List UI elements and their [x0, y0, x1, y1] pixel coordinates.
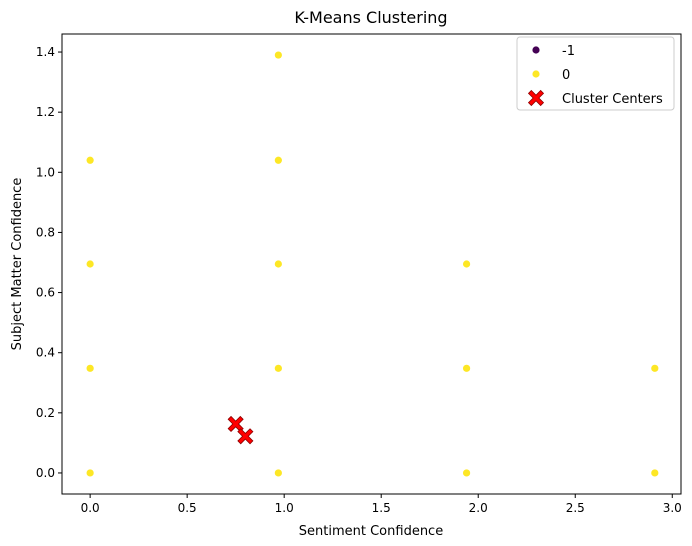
data-point — [274, 469, 282, 477]
legend-label: 0 — [562, 68, 570, 83]
data-point — [651, 469, 659, 477]
x-tick-label: 1.0 — [275, 501, 294, 515]
legend-marker — [532, 70, 540, 78]
legend-marker-cluster-centers — [527, 89, 545, 107]
x-tick-label: 3.0 — [663, 501, 682, 515]
x-tick-label: 0.0 — [81, 501, 100, 515]
legend-marker — [532, 46, 540, 54]
data-marks — [86, 51, 659, 477]
y-axis-label: Subject Matter Confidence — [10, 178, 25, 351]
y-axis-ticks: 0.0 0.2 0.4 0.6 0.8 1.0 1.2 1.4 — [36, 45, 62, 480]
x-axis-label: Sentiment Confidence — [299, 524, 443, 539]
y-tick-label: 1.4 — [36, 45, 55, 59]
y-tick-label: 1.2 — [36, 105, 55, 119]
data-point — [274, 51, 282, 59]
data-point — [86, 260, 94, 268]
y-tick-label: 0.8 — [36, 225, 55, 239]
data-point — [274, 156, 282, 164]
cluster-center-marker — [237, 428, 254, 445]
data-point — [462, 364, 471, 372]
x-axis-ticks: 0.0 0.5 1.0 1.5 2.0 2.5 3.0 — [81, 494, 682, 515]
legend-box — [516, 36, 675, 111]
data-point — [274, 364, 282, 372]
y-tick-label: 1.0 — [36, 165, 55, 179]
x-tick-label: 0.5 — [178, 501, 197, 515]
data-point — [86, 469, 94, 477]
y-tick-label: 0.4 — [36, 346, 55, 360]
data-point — [651, 364, 659, 372]
y-tick-label: 0.2 — [36, 406, 55, 420]
legend-label: Cluster Centers — [562, 92, 663, 107]
legend: -1 0 Cluster Centers — [516, 36, 675, 111]
data-point — [462, 469, 471, 477]
data-point — [86, 364, 94, 372]
data-point — [86, 156, 94, 164]
x-tick-label: 2.0 — [469, 501, 488, 515]
data-point — [462, 260, 471, 268]
x-tick-label: 1.5 — [372, 501, 391, 515]
y-tick-label: 0.0 — [36, 466, 55, 480]
legend-label: -1 — [562, 44, 575, 59]
x-tick-label: 2.5 — [566, 501, 585, 515]
plot-frame — [61, 33, 682, 495]
chart-title: K-Means Clustering — [294, 8, 447, 27]
data-point — [274, 260, 282, 268]
y-tick-label: 0.6 — [36, 286, 55, 300]
